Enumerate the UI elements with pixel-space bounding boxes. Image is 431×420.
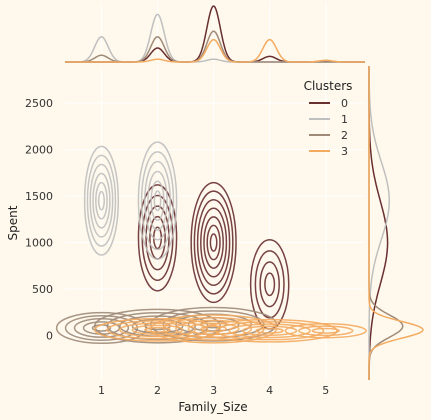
contour-line <box>254 250 285 319</box>
top-marginal-line-3 <box>65 38 365 63</box>
contour-line <box>255 327 284 334</box>
contour-line <box>147 170 168 231</box>
contour-line <box>144 326 171 333</box>
series-0-contours <box>137 181 290 330</box>
contour-line <box>228 323 311 339</box>
contour-line <box>193 190 234 295</box>
contour-line <box>259 261 280 308</box>
contour-line <box>209 233 218 252</box>
contour-line <box>206 224 221 261</box>
contour-line <box>89 163 114 238</box>
y-tick-label: 1000 <box>25 237 53 250</box>
x-tick-label: 4 <box>266 384 273 397</box>
contour-line <box>145 205 170 271</box>
y-tick-label: 2500 <box>25 97 53 110</box>
contour-line <box>131 324 184 336</box>
contour-line <box>83 145 120 256</box>
right-marginal-density <box>368 66 424 380</box>
contour-line <box>242 325 298 336</box>
contour-line <box>153 190 162 212</box>
x-tick-label: 1 <box>98 384 105 397</box>
contour-line <box>144 160 171 241</box>
contour-line <box>93 317 222 342</box>
top-marginal-density <box>65 5 365 63</box>
y-axis-label: Spent <box>6 205 20 240</box>
x-tick-label: 5 <box>322 384 329 397</box>
kde-contours <box>55 141 367 345</box>
contour-line <box>140 151 175 251</box>
contour-line <box>92 172 111 229</box>
contour-line <box>298 325 354 337</box>
contour-line <box>200 325 227 333</box>
right-marginal-area <box>369 66 427 380</box>
series-3-contours <box>93 314 367 344</box>
y-tick-labels: 0 500 1000 1500 2000 2500 <box>25 97 53 342</box>
legend: Clusters 0 1 2 3 <box>304 79 353 158</box>
contour-line <box>97 190 106 211</box>
legend-label-0: 0 <box>341 97 348 110</box>
right-marginal-line-3 <box>368 66 424 380</box>
y-tick-label: 500 <box>32 283 53 296</box>
contour-line <box>264 272 276 297</box>
top-marginal-area <box>65 0 365 62</box>
series-1-contours <box>83 141 178 260</box>
legend-label-1: 1 <box>341 113 348 126</box>
contour-line <box>284 323 367 339</box>
x-tick-label: 3 <box>210 384 217 397</box>
legend-label-2: 2 <box>341 129 348 142</box>
y-tick-label: 1500 <box>25 190 53 203</box>
contour-line <box>200 207 228 278</box>
legend-title: Clusters <box>304 79 353 93</box>
x-tick-labels: 1 2 3 4 5 <box>98 384 329 397</box>
x-tick-label: 2 <box>154 384 161 397</box>
contour-line <box>86 154 117 247</box>
right-marginal-line-1 <box>368 66 390 380</box>
contour-line <box>196 198 231 287</box>
contour-line <box>190 181 237 304</box>
contour-line <box>311 327 340 334</box>
y-tick-label: 2000 <box>25 144 53 157</box>
legend-label-3: 3 <box>341 145 348 158</box>
contour-line <box>64 314 139 341</box>
contour-line <box>106 320 209 340</box>
contour-line <box>137 184 178 292</box>
y-tick-label: 0 <box>46 329 53 342</box>
x-axis-label: Family_Size <box>178 400 247 414</box>
contour-line <box>137 141 178 260</box>
contour-line <box>215 321 325 341</box>
contour-line <box>203 216 224 269</box>
contour-line <box>201 318 338 343</box>
contour-line <box>95 181 108 220</box>
contour-line <box>187 322 240 336</box>
contour-line <box>150 180 165 221</box>
